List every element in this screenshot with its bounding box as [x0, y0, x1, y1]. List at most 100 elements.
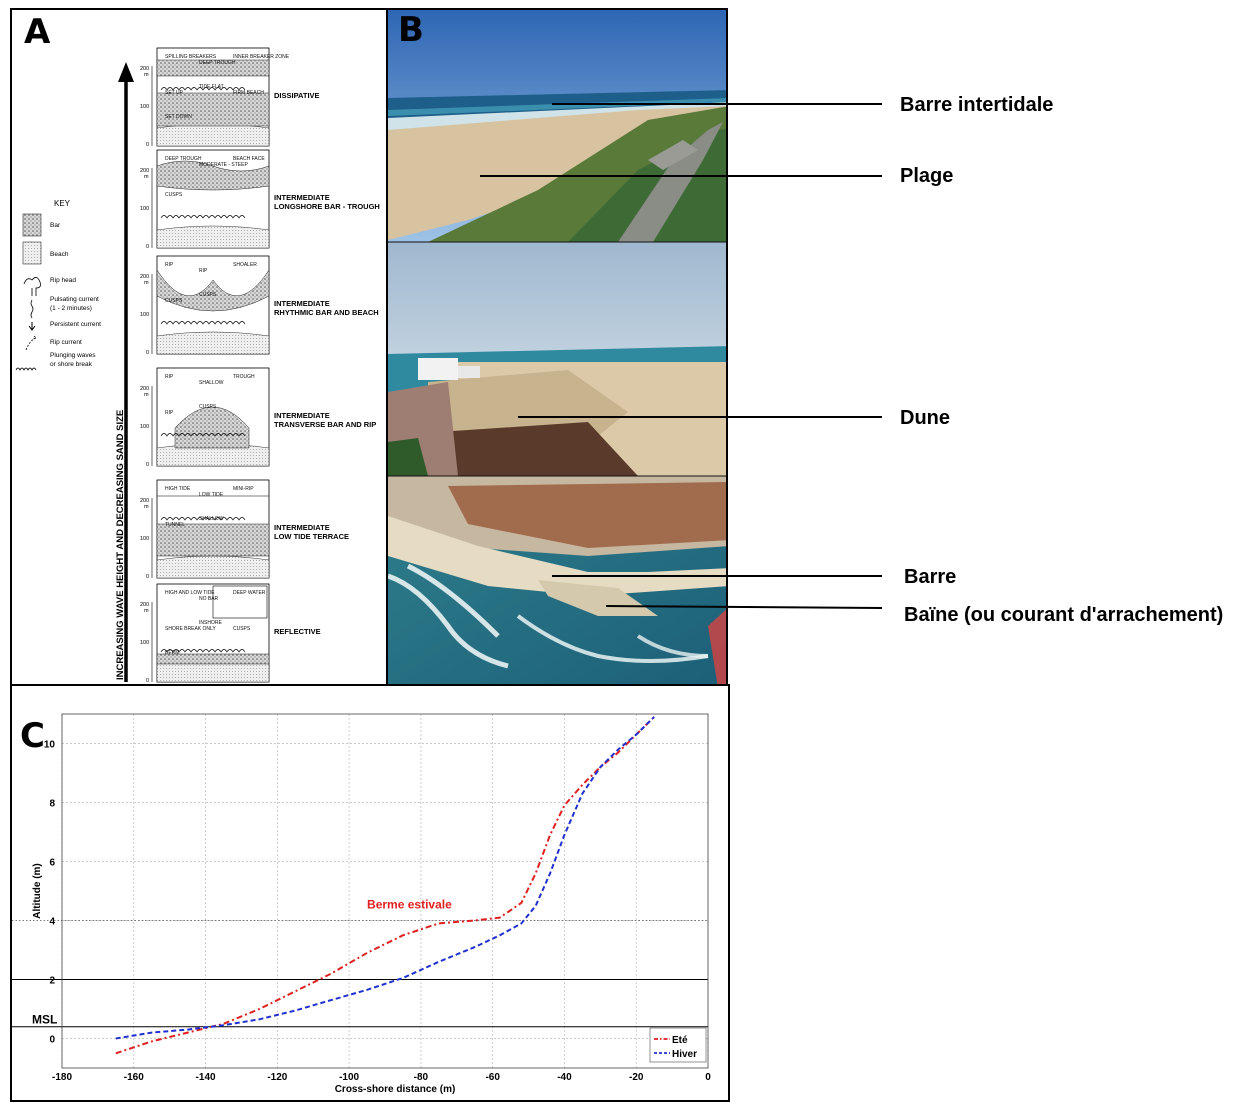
beach-states-figure: INCREASING WAVE HEIGHT AND DECREASING SA…: [15, 47, 380, 684]
photo-dune: [388, 242, 726, 476]
chart-legend: Eté Hiver: [649, 1027, 707, 1063]
state-inner-label: SHOALER: [233, 262, 257, 268]
scale-label: 100: [140, 640, 149, 646]
x-tick-label: -80: [414, 1072, 429, 1083]
state-name: INTERMEDIATE: [274, 193, 330, 202]
bar-zone: [156, 160, 270, 191]
beach-photographs: [388, 10, 726, 684]
axis-label: INCREASING WAVE HEIGHT AND DECREASING SA…: [115, 410, 126, 680]
chart-series: [115, 716, 655, 1055]
state-inner-label: TROUGH: [233, 374, 255, 380]
panel-a-letter: A: [24, 12, 51, 52]
state-name: INTERMEDIATE: [274, 523, 330, 532]
beach-zone: [156, 123, 270, 147]
x-tick-label: -180: [52, 1072, 72, 1083]
scale-label: 200: [140, 274, 149, 280]
state-inner-label: TIDE FLAT: [199, 84, 224, 90]
state-inner-label: FIRM BEACH: [233, 90, 264, 96]
legend-entry: Eté: [672, 1035, 688, 1046]
y-tick-label: 6: [49, 858, 55, 869]
state-inner-label: MINI-RIP: [233, 486, 254, 492]
x-tick-label: -140: [196, 1072, 216, 1083]
scale-label: 200: [140, 168, 149, 174]
x-tick-label: -120: [267, 1072, 287, 1083]
state-inner-label: CUSPS: [165, 192, 183, 198]
state-name: DISSIPATIVE: [274, 91, 320, 100]
state-inner-label: SPILLING BREAKERS: [165, 54, 217, 60]
plunging-waves-icon: [160, 517, 246, 521]
state-name-detail: LONGSHORE BAR - TROUGH: [274, 202, 380, 211]
scale-label: 200: [140, 66, 149, 72]
state-inner-label: CUSPS: [165, 298, 183, 304]
y-tick-label: 4: [49, 917, 55, 928]
state-inner-label: DEEP WATER: [233, 590, 266, 596]
legend-box: [649, 1027, 707, 1063]
key-item-label: Pulsating current: [50, 296, 99, 303]
plunging-waves-icon: [160, 321, 246, 325]
plunging-waves-icon: [160, 649, 246, 653]
state-inner-label: BERM: [165, 650, 179, 656]
scale-label: m: [144, 174, 149, 180]
scale-label: m: [144, 608, 149, 614]
scale-label: m: [144, 392, 149, 398]
bar-zone: [156, 523, 270, 557]
profile-chart: -180 -160 -140 -120 -100 -80 -60 -40 -20 0 0 2 4 6 8 10…: [12, 713, 711, 1095]
callout-bar: Barre: [904, 566, 957, 588]
state-inner-label: HIGH TIDE: [165, 486, 191, 492]
state-inner-label: INSHORE: [199, 620, 222, 626]
y-tick-label: 8: [49, 799, 55, 810]
state-inner-label: LOW TIDE: [199, 492, 224, 498]
scale-label: 200: [140, 498, 149, 504]
key-item-label: (1 - 2 minutes): [50, 305, 92, 312]
state-inner-label: BEACH FACE: [233, 156, 265, 162]
callout-beach: Plage: [900, 165, 954, 187]
key-title: KEY: [54, 199, 71, 208]
x-tick-label: 0: [705, 1072, 711, 1083]
scale-label: m: [144, 280, 149, 286]
msl-label: MSL: [32, 1013, 57, 1027]
callout-rip-current: Baïne (ou courant d'arrachement): [904, 604, 1224, 626]
key-item-label: Persistent current: [50, 321, 101, 328]
key-plunging-waves-icon: [15, 367, 37, 371]
state-inner-label: RIP: [199, 268, 208, 274]
scale-label: 100: [140, 536, 149, 542]
key-pulsating-current-icon: [30, 299, 34, 319]
key-item-label: Beach: [50, 251, 69, 258]
state-inner-label: NO BAR: [199, 596, 219, 602]
scale-label: 200: [140, 602, 149, 608]
scale-label: 0: [146, 244, 149, 250]
key-item-label: or shore break: [50, 361, 93, 368]
state-inner-label: RIP: [165, 262, 174, 268]
beach-zone: [156, 555, 270, 579]
key-item-label: Plunging waves: [50, 352, 96, 359]
state-inner-label: SHALLOW: [199, 516, 224, 522]
callout-line-beach: [480, 175, 882, 177]
state-inner-label: CUSPS: [199, 292, 217, 298]
state-inner-label: CUSPS: [233, 626, 251, 632]
y-tick-label: 0: [49, 1035, 55, 1046]
x-axis-label: Cross-shore distance (m): [335, 1084, 456, 1095]
key-rip-head-icon: [23, 277, 41, 296]
state-inner-label: INNER BREAKER ZONE: [233, 54, 290, 60]
scale-label: 100: [140, 424, 149, 430]
callout-intertidal-bar: Barre intertidale: [900, 94, 1054, 116]
state-inner-label: TUNNEL: [165, 522, 185, 528]
state-name-detail: LOW TIDE TERRACE: [274, 532, 349, 541]
callout-dune: Dune: [900, 407, 950, 429]
scale-label: m: [144, 72, 149, 78]
scale-label: m: [144, 504, 149, 510]
callout-line-bar: [552, 575, 882, 577]
state-inner-label: MODERATE - STEEP: [199, 162, 248, 168]
state-inner-label: RIP: [165, 410, 174, 416]
scale-label: 100: [140, 312, 149, 318]
beach-zone: [156, 331, 270, 355]
state-name-detail: RHYTHMIC BAR AND BEACH: [274, 308, 379, 317]
scale-label: 100: [140, 104, 149, 110]
state-inner-label: SET DOWN: [165, 114, 192, 120]
